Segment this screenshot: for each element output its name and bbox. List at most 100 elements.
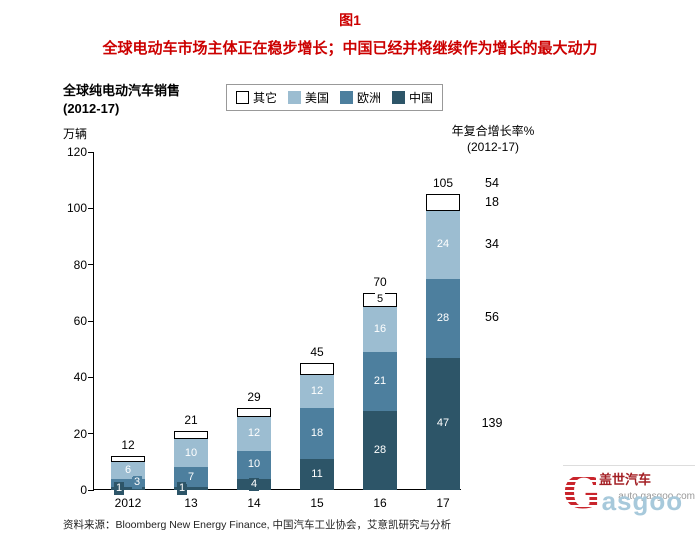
cagr-value-中国: 139 <box>481 415 503 430</box>
y-axis-tick <box>88 207 94 209</box>
legend-label: 其它 <box>253 91 278 105</box>
bar-total-label: 21 <box>184 412 198 427</box>
bar-segment-美国: 10 <box>174 439 208 468</box>
segment-value-label: 1 <box>176 482 188 496</box>
bar-total-label: 29 <box>247 390 261 405</box>
segment-value-label: 28 <box>434 311 452 325</box>
y-axis-tick-label: 20 <box>73 426 87 441</box>
cagr-value-美国: 34 <box>485 236 499 251</box>
x-axis-label: 2012 <box>114 496 142 510</box>
figure-header: 图1 全球电动车市场主体正在稳步增长；中国已经并将继续作为增长的最大动力 <box>0 10 700 58</box>
gasgoo-g-icon: G <box>563 468 601 519</box>
cagr-header-title: 年复合增长率% <box>451 124 535 138</box>
y-axis-tick <box>88 320 94 322</box>
gasgoo-wordmark-text: asgoo <box>601 486 684 516</box>
x-axis-label: 16 <box>373 496 387 510</box>
bar-segment-美国: 16 <box>363 306 397 352</box>
legend-label: 美国 <box>305 91 330 105</box>
bar-total-label: 45 <box>310 345 324 360</box>
bar-segment-欧洲: 28 <box>426 278 460 358</box>
segment-value-label: 7 <box>185 470 197 484</box>
figure-label: 图1 <box>339 12 361 28</box>
legend-swatch-美国 <box>288 91 302 104</box>
segment-value-label: 4 <box>248 477 260 491</box>
bar-segment-美国: 24 <box>426 211 460 279</box>
legend-swatch-其它 <box>236 91 249 104</box>
chart-unit-label: 万辆 <box>63 127 88 141</box>
bar-segment-其它 <box>174 430 208 440</box>
legend-swatch-中国 <box>392 91 406 104</box>
segment-value-label: 24 <box>434 238 452 252</box>
bar-segment-中国: 1 <box>174 482 208 496</box>
legend-item-中国: 中国 <box>392 89 433 106</box>
x-axis-label: 13 <box>184 496 198 510</box>
segment-value-label: 10 <box>245 458 263 472</box>
chart-plot-area: 120 100 80 60 40 20 0 1 3 6 12 2012 1 7 10 21 13 4 10 12 29 1… <box>67 145 461 510</box>
chart-title-block: 全球纯电动汽车销售 (2012-17) 万辆 <box>63 80 180 142</box>
bar-segment-其它: 5 <box>363 292 397 307</box>
gasgoo-url: auto.gasgoo.com <box>618 491 695 502</box>
bar-segment-美国: 12 <box>237 416 271 451</box>
legend-item-其它: 其它 <box>236 89 277 106</box>
bar-segment-欧洲: 18 <box>300 408 334 459</box>
cagr-header: 年复合增长率% (2012-17) <box>433 123 553 155</box>
bar-segment-其它 <box>111 456 145 462</box>
y-axis-tick <box>88 489 94 491</box>
bar-total-label: 105 <box>432 176 454 191</box>
cagr-total-value: 54 <box>485 176 499 191</box>
x-axis-label: 14 <box>247 496 261 510</box>
legend-item-欧洲: 欧洲 <box>340 89 381 106</box>
y-axis-tick <box>88 433 94 435</box>
x-axis-label: 17 <box>436 496 450 510</box>
x-axis-label: 15 <box>310 496 324 510</box>
segment-value-label: 12 <box>245 427 263 441</box>
segment-value-label: 18 <box>308 427 326 441</box>
y-axis-tick-label: 60 <box>73 314 87 328</box>
chart-legend: 其它 美国 欧洲 中国 <box>226 84 444 111</box>
bar-segment-欧洲: 3 <box>111 476 145 490</box>
gasgoo-brand-chinese: 盖世汽车 <box>599 472 652 487</box>
bar-segment-美国: 6 <box>111 461 145 479</box>
y-axis-tick-label: 120 <box>66 145 87 159</box>
y-axis-tick-label: 0 <box>80 483 87 497</box>
segment-value-label: 11 <box>309 468 325 481</box>
bar-total-label: 12 <box>121 438 135 453</box>
figure-title: 全球电动车市场主体正在稳步增长；中国已经并将继续作为增长的最大动力 <box>102 40 598 57</box>
segment-value-label: 10 <box>182 446 200 460</box>
bar-segment-中国: 47 <box>426 357 460 490</box>
bar-total-label: 70 <box>373 274 387 289</box>
segment-value-label: 47 <box>434 417 452 431</box>
chart-title: 全球纯电动汽车销售 <box>63 83 181 98</box>
segment-value-label: 12 <box>308 384 326 398</box>
y-axis-tick-label: 40 <box>73 370 87 385</box>
y-axis-tick-label: 100 <box>66 201 87 216</box>
segment-value-label: 21 <box>371 375 389 389</box>
legend-item-美国: 美国 <box>288 89 329 106</box>
y-axis-tick <box>88 376 94 378</box>
cagr-value-其它: 18 <box>485 194 499 209</box>
segment-value-label: 16 <box>371 322 389 336</box>
source-note: 资料来源：Bloomberg New Energy Finance, 中国汽车工… <box>63 519 451 531</box>
legend-label: 中国 <box>409 91 434 105</box>
bar-segment-美国: 12 <box>300 374 334 409</box>
y-axis-tick <box>88 151 94 153</box>
legend-label: 欧洲 <box>357 91 382 105</box>
gasgoo-brand-row: 盖世汽车 <box>563 469 695 489</box>
segment-value-label: 6 <box>122 463 134 477</box>
bar-segment-欧洲: 10 <box>237 450 271 479</box>
segment-value-label: 3 <box>131 476 143 490</box>
chart-title-years: (2012-17) <box>63 101 120 116</box>
y-axis-tick <box>88 264 94 266</box>
bar-segment-中国: 11 <box>300 459 334 490</box>
bar-segment-中国: 1 <box>111 482 145 496</box>
cagr-header-years: (2012-17) <box>466 140 520 154</box>
segment-value-label: 28 <box>371 444 389 458</box>
bar-segment-中国: 4 <box>237 477 271 491</box>
bar-segment-欧洲: 21 <box>363 351 397 412</box>
cagr-value-欧洲: 56 <box>485 310 499 325</box>
bar-segment-中国: 28 <box>363 411 397 490</box>
bar-segment-其它 <box>237 408 271 417</box>
